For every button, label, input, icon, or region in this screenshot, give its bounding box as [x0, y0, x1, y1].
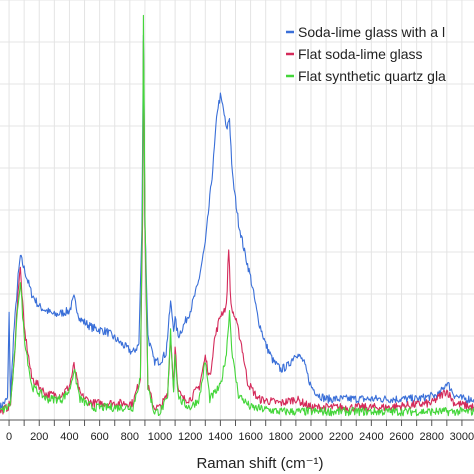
series-line-1: [0, 34, 474, 412]
x-tick-label: 1400: [208, 431, 232, 443]
x-tick-label: 800: [121, 431, 139, 443]
x-tick-label: 200: [30, 431, 48, 443]
legend-label: Soda-lime glass with a l: [298, 24, 445, 40]
x-tick-label: 1800: [269, 431, 293, 443]
x-axis-tick-labels: 0 200 400 600 800 1000 1200 1400 1600 1800 2000 220…: [6, 431, 474, 443]
x-tick-label: 1600: [238, 431, 262, 443]
x-tick-label: 1200: [178, 431, 202, 443]
x-tick-label: 1000: [148, 431, 172, 443]
x-tick-label: 400: [60, 431, 78, 443]
legend-label: Flat synthetic quartz gla: [298, 68, 446, 84]
series-line-2: [0, 40, 474, 415]
x-tick-label: 600: [90, 431, 108, 443]
series-line-3: [0, 14, 474, 417]
x-axis-title: Raman shift (cm⁻¹): [196, 455, 323, 472]
legend: Soda-lime glass with a l Flat soda-lime g…: [286, 24, 446, 84]
x-tick-label: 3000: [450, 431, 474, 443]
x-tick-label: 2200: [329, 431, 353, 443]
x-axis-ticks: [8, 420, 463, 426]
x-tick-label: 0: [6, 431, 12, 443]
legend-label: Flat soda-lime glass: [298, 46, 423, 62]
x-tick-label: 2400: [359, 431, 383, 443]
x-tick-label: 2600: [389, 431, 413, 443]
x-tick-label: 2800: [419, 431, 443, 443]
x-tick-label: 2000: [299, 431, 323, 443]
series-lines: [0, 14, 474, 417]
